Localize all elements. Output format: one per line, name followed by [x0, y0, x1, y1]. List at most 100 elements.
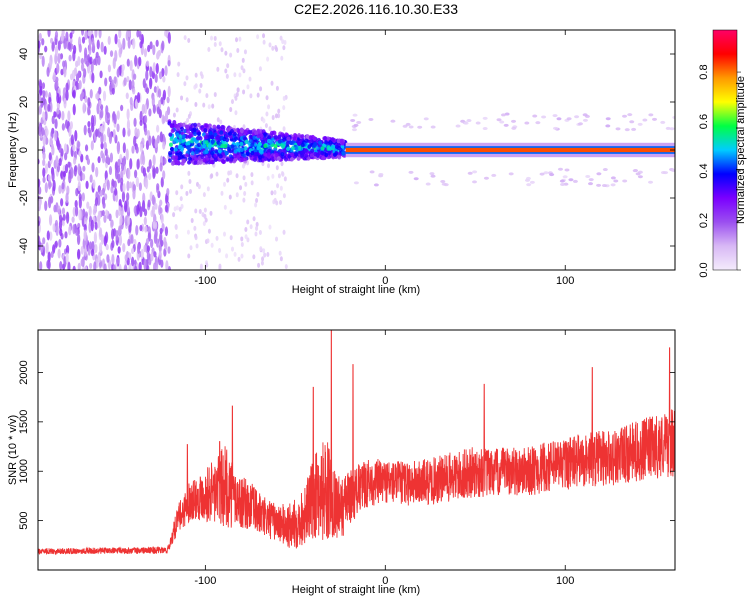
spectrogram-cell: [72, 265, 76, 270]
spectrogram-cell: [105, 244, 109, 251]
spectrogram-cell: [235, 91, 239, 97]
spectrogram-cell: [143, 48, 148, 58]
spectrogram-cell: [270, 190, 274, 196]
spectrogram-cell: [58, 157, 62, 167]
spectrogram-cell: [73, 157, 77, 165]
spectrogram-cell: [108, 75, 112, 83]
spectrogram-cell: [413, 177, 419, 181]
spectrogram-cell: [313, 141, 318, 147]
spectrogram-cell: [102, 90, 107, 102]
spectrogram-cell: [102, 133, 107, 143]
spectrogram-cell: [50, 251, 54, 258]
spectrogram-cell: [213, 92, 217, 98]
spectrogram-cell: [48, 214, 53, 226]
spectrogram-cell: [213, 35, 217, 41]
spectrogram-cell: [128, 262, 132, 270]
spectrogram-cell: [141, 103, 145, 115]
spectrogram-cell: [38, 195, 42, 206]
spectrogram-cell: [303, 148, 308, 153]
spectrogram-cell: [278, 250, 282, 256]
spectrogram-cell: [138, 182, 142, 192]
spectrogram-cell: [192, 127, 197, 132]
spectrogram-cell: [271, 173, 275, 179]
spectrogram-cell: [68, 54, 72, 62]
spectrogram-cell: [140, 248, 144, 259]
spectrogram-cell: [216, 117, 220, 123]
spectrogram-cell: [585, 174, 591, 178]
spectrogram-cell: [266, 56, 270, 62]
colorbar-tick-label: 0.8: [698, 64, 710, 79]
spectrogram-cell: [42, 95, 46, 105]
spectrogram-cell: [45, 137, 49, 145]
spectrogram-cell: [637, 175, 643, 179]
spectrogram-cell: [177, 61, 181, 67]
spectrogram-cell: [58, 185, 62, 194]
spectrogram-cell: [615, 127, 621, 131]
spectrogram-cell: [132, 189, 136, 200]
spectrogram-cell: [106, 112, 110, 119]
spectrogram-cell: [238, 72, 242, 78]
spectrogram-cell: [203, 213, 207, 219]
spectrogram-cell: [144, 225, 148, 233]
spectrogram-cell: [353, 123, 359, 127]
spectrogram-cell: [652, 117, 658, 121]
spectrogram-cell: [255, 225, 259, 231]
spectrogram-cell: [98, 242, 103, 254]
spectrogram-cell: [207, 228, 211, 234]
spectrogram-cell: [153, 251, 157, 258]
spectrogram-cell: [173, 147, 178, 152]
spectrogram-cell: [80, 258, 84, 267]
spectrogram-cell: [194, 208, 198, 214]
spectrogram-cell: [596, 183, 602, 187]
spectrogram-cell: [89, 262, 93, 270]
spectrogram-cell: [572, 179, 578, 183]
spectrogram-cell: [282, 105, 286, 111]
spectrogram-cell: [130, 247, 135, 255]
spectrogram-cell: [263, 143, 268, 149]
spectrogram-cell: [275, 200, 279, 206]
spectrogram-cell: [219, 130, 224, 135]
spectrogram-cell: [275, 85, 279, 91]
spectrogram-cell: [94, 30, 98, 39]
spectrogram-cell: [136, 92, 141, 104]
spectrogram-cell: [81, 36, 86, 44]
spectrogram-cell: [282, 193, 286, 199]
spectrogram-cell: [96, 103, 100, 115]
spectrogram-cell: [88, 205, 92, 217]
spectrogram-cell: [58, 219, 63, 231]
spectrogram-cell: [263, 156, 268, 161]
spectrogram-cell: [38, 32, 42, 42]
spectrogram-cell: [535, 121, 541, 125]
spectrogram-cell: [45, 242, 49, 254]
spectrogram-cell: [156, 106, 160, 115]
spectrogram-cell: [263, 132, 268, 137]
spectrogram-cell: [105, 209, 109, 217]
spectrogram-cell: [290, 152, 295, 157]
spectrogram-cell: [207, 104, 211, 110]
spectrogram-cell: [341, 151, 346, 156]
spectrogram-cell: [248, 130, 253, 135]
spectrogram-cell: [281, 39, 285, 45]
spectrogram-cell: [648, 113, 654, 117]
spectrogram-cell: [220, 143, 225, 149]
spectrogram-cell: [340, 144, 345, 149]
spectrogram-cell: [81, 91, 85, 98]
spectrogram-cell: [320, 150, 325, 156]
spectrogram-cell: [230, 99, 234, 105]
spectrogram-cell: [73, 165, 77, 177]
spectrogram-cell: [430, 174, 436, 178]
spectrogram-cell: [114, 50, 118, 62]
spectrogram-cell: [80, 153, 84, 163]
spectrogram-cell: [70, 134, 74, 145]
spectrogram-cell: [263, 252, 267, 258]
spectrogram-cell: [229, 209, 233, 215]
y-tick-label: -40: [18, 238, 30, 254]
spectrogram-cell: [249, 93, 253, 99]
spectrogram-cell: [605, 124, 611, 128]
spectrogram-cell: [663, 171, 669, 175]
spectrogram-cell: [67, 41, 71, 51]
spectrogram-cell: [330, 137, 335, 142]
spectrogram-cell: [282, 137, 287, 142]
spectrogram-cell: [622, 114, 628, 118]
spectrogram-cell: [154, 138, 158, 149]
